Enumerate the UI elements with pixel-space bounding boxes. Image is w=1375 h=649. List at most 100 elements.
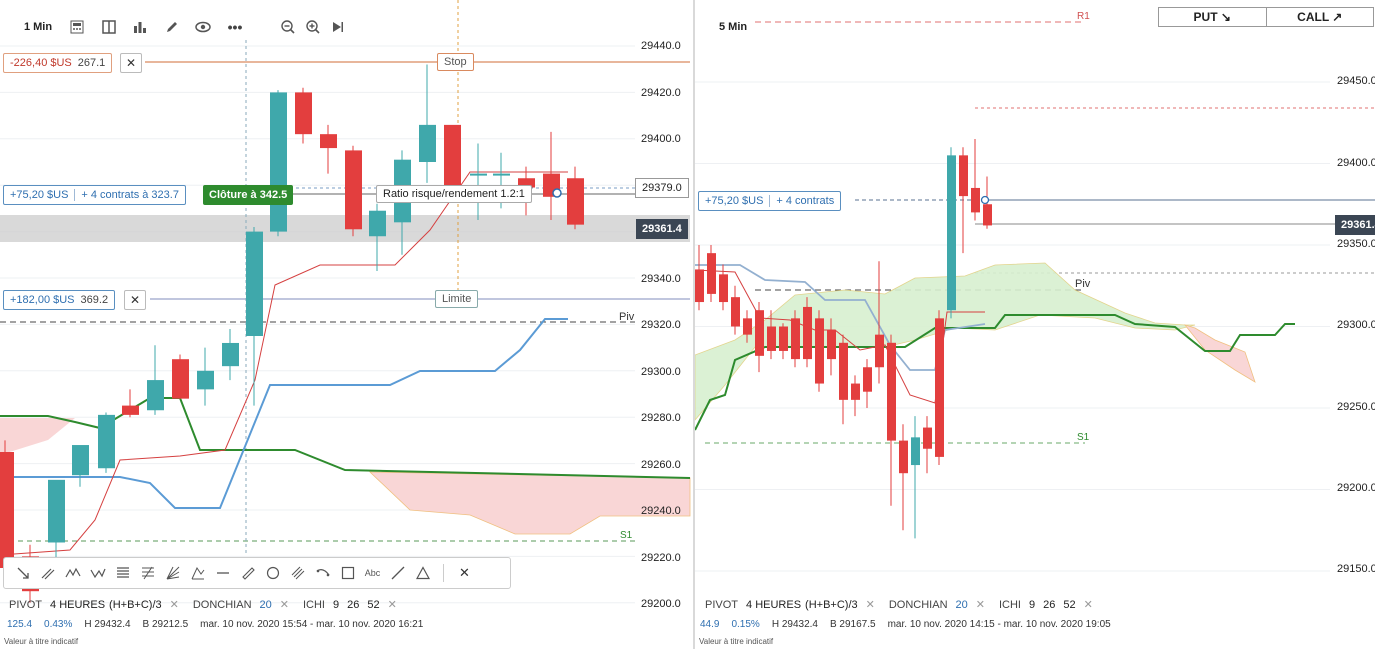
position-box[interactable]: +75,20 $US + 4 contrats à 323.7 — [3, 185, 186, 205]
wave-tool-icon[interactable] — [60, 561, 85, 585]
limit-order-box[interactable]: +182,00 $US 369.2 — [3, 290, 116, 310]
candle-body — [767, 326, 776, 351]
price-axis-label: 29400.0 — [641, 133, 681, 145]
indicator-bar: PIVOT 4 HEURES (H+B+C)/3 ✕ DONCHIAN 20 ✕… — [9, 598, 397, 612]
price-axis-label: 29150.0 — [1337, 563, 1375, 575]
position-separator — [74, 189, 76, 201]
ruler-icon[interactable] — [235, 561, 260, 585]
call-button[interactable]: CALL ↗ — [1297, 10, 1343, 24]
fib-extension-icon[interactable] — [135, 561, 160, 585]
circle-tool-icon[interactable] — [260, 561, 285, 585]
stop-order-close-button[interactable]: ✕ — [120, 53, 142, 73]
horizontal-line-icon[interactable] — [210, 561, 235, 585]
eye-icon[interactable] — [192, 14, 214, 40]
fan-tool-icon[interactable] — [160, 561, 185, 585]
arrow-tool-icon[interactable] — [10, 561, 35, 585]
more-options-icon[interactable]: ••• — [227, 19, 243, 35]
remove-ichimoku-icon[interactable]: ✕ — [387, 599, 397, 611]
candle-body — [743, 318, 752, 335]
donchian-indicator-name[interactable]: DONCHIAN — [192, 598, 252, 611]
position-box[interactable]: +75,20 $US + 4 contrats — [698, 191, 842, 211]
candle-body — [695, 269, 704, 303]
candle-body — [851, 383, 860, 400]
close-position-button[interactable]: Clôture à 342.5 — [203, 185, 294, 205]
pencil-icon[interactable] — [161, 14, 183, 40]
candle-body — [567, 178, 584, 225]
limit-tag[interactable]: Limite — [435, 290, 479, 308]
pivot-indicator-name[interactable]: PIVOT — [705, 598, 739, 611]
candle-body — [911, 437, 920, 466]
ichimoku-indicator-name[interactable]: ICHI — [302, 598, 325, 611]
pitchfork-icon[interactable] — [185, 561, 210, 585]
toolbar-separator — [443, 564, 444, 582]
channel-tool-icon[interactable] — [285, 561, 310, 585]
price-axis-label: 29320.0 — [641, 319, 681, 331]
split-layout-icon[interactable] — [98, 14, 120, 40]
candle-body — [419, 124, 436, 162]
chart-panel-1min[interactable]: 1 Min ••• -226,40 $US 267.1 ✕ Stop +75,2… — [0, 0, 693, 649]
scroll-to-latest-icon[interactable] — [327, 14, 349, 40]
price-axis-label: 29260.0 — [641, 459, 681, 471]
triangle-tool-icon[interactable] — [410, 561, 435, 585]
chart-panel-5min[interactable]: 5 Min PUT ↘ CALL ↗ +75,20 $US + 4 contra… — [695, 0, 1375, 649]
zoom-in-icon[interactable] — [302, 14, 324, 40]
candle-body — [971, 187, 980, 213]
candle-body — [222, 342, 239, 367]
price-axis-label: 29420.0 — [641, 87, 681, 99]
candle-body — [246, 231, 263, 336]
current-price-tag: 29361.4 — [1335, 215, 1375, 235]
tenkan-line — [0, 171, 568, 556]
candle-body — [803, 306, 812, 360]
price-change: 44.9 — [700, 619, 720, 630]
remove-donchian-icon[interactable]: ✕ — [279, 599, 289, 611]
candle-body — [147, 380, 164, 411]
candle-body — [923, 427, 932, 449]
drag-handle — [552, 188, 562, 198]
current-price-tag: 29361.4 — [636, 219, 688, 239]
pivot-indicator-formula: (H+B+C)/3 — [109, 598, 162, 611]
panel-divider[interactable] — [693, 0, 695, 649]
parallel-lines-icon[interactable] — [35, 561, 60, 585]
candle-body — [731, 297, 740, 327]
put-button[interactable]: PUT ↘ — [1159, 8, 1267, 26]
stop-order-box[interactable]: -226,40 $US 267.1 — [3, 53, 113, 73]
close-toolbar-icon[interactable]: ✕ — [459, 565, 470, 580]
text-tool-icon[interactable]: Abc — [364, 568, 381, 578]
limit-order-close-button[interactable]: ✕ — [124, 290, 146, 310]
ichimoku-indicator-name[interactable]: ICHI — [998, 598, 1021, 611]
remove-pivot-icon[interactable]: ✕ — [169, 599, 179, 611]
line-tool-icon[interactable] — [385, 561, 410, 585]
limit-order-pnl: +182,00 $US — [10, 294, 75, 306]
ichimoku-param-1: 9 — [1028, 598, 1036, 611]
remove-ichimoku-icon[interactable]: ✕ — [1083, 599, 1093, 611]
price-axis-label: 29200.0 — [641, 598, 681, 610]
s1-label: S1 — [620, 530, 633, 541]
zoom-out-icon[interactable] — [277, 14, 299, 40]
zigzag-tool-icon[interactable] — [85, 561, 110, 585]
stop-tag[interactable]: Stop — [437, 53, 474, 71]
price-axis-label: 29280.0 — [641, 412, 681, 424]
rectangle-tool-icon[interactable] — [335, 561, 360, 585]
candle-body — [320, 134, 337, 149]
remove-donchian-icon[interactable]: ✕ — [975, 599, 985, 611]
pivot-indicator-formula: (H+B+C)/3 — [805, 598, 858, 611]
chart-type-icon[interactable] — [129, 14, 151, 40]
trend-angle-icon[interactable] — [310, 561, 335, 585]
chart-canvas-5min[interactable] — [695, 0, 1375, 649]
candle-body — [755, 310, 764, 356]
price-axis-label: 29240.0 — [641, 505, 681, 517]
ichimoku-line — [695, 314, 1295, 431]
disclaimer: Valeur à titre indicatif — [699, 637, 774, 646]
remove-pivot-icon[interactable]: ✕ — [865, 599, 875, 611]
time-range: mar. 10 nov. 2020 14:15 - mar. 10 nov. 2… — [887, 619, 1111, 630]
pivot-indicator-name[interactable]: PIVOT — [9, 598, 43, 611]
fibonacci-icon[interactable] — [110, 561, 135, 585]
interval-label[interactable]: 5 Min — [719, 21, 748, 33]
chart-canvas-1min[interactable] — [0, 0, 693, 649]
calculator-icon[interactable] — [66, 14, 88, 40]
ichimoku-cloud — [1183, 324, 1256, 383]
interval-selector[interactable]: 1 Min — [23, 21, 53, 33]
pivot-indicator-period: 4 HEURES — [746, 598, 802, 611]
ichimoku-cloud — [368, 471, 691, 535]
donchian-indicator-name[interactable]: DONCHIAN — [888, 598, 948, 611]
